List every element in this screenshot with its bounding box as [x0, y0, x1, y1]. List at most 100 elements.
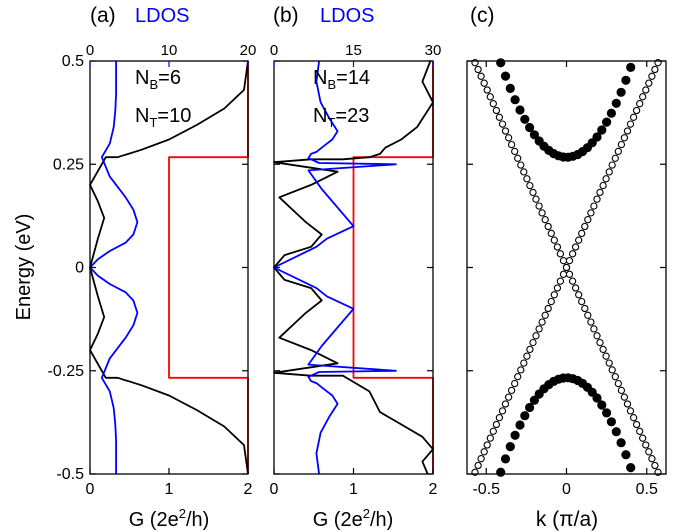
surface-state-point: [626, 120, 635, 128]
surface-state-point: [501, 127, 510, 135]
surface-state-point: [581, 304, 589, 313]
surface-state-point: [575, 291, 583, 299]
y-tick-label: -0.25: [48, 363, 85, 380]
surface-state-point: [623, 127, 632, 135]
surface-state-point: [474, 65, 482, 74]
bulk-band-point: [525, 402, 535, 413]
surface-state-point: [629, 414, 638, 422]
surface-state-point: [511, 147, 519, 156]
surface-state-point: [517, 161, 525, 169]
surface-state-point: [520, 168, 528, 176]
surface-state-point: [593, 195, 601, 203]
surface-state-point: [541, 311, 549, 319]
top-tick-label-a: 0: [86, 42, 94, 59]
bulk-band-point: [616, 87, 626, 97]
surface-state-point: [507, 140, 516, 149]
surface-state-point: [602, 352, 610, 360]
x-tick-label-a: 0: [86, 481, 95, 498]
surface-state-point: [556, 250, 565, 258]
top-tick-label-b: 0: [270, 42, 278, 59]
ticks-b: 0 1 2 0 15 30: [270, 42, 442, 498]
x-tick-label-a: 1: [165, 481, 174, 498]
surface-state-point: [511, 379, 519, 388]
ldos-total-line-b: [273, 60, 434, 475]
x-tick-label-b: 0: [270, 481, 279, 498]
surface-state-point: [593, 332, 601, 340]
bulk-band-point: [520, 411, 530, 421]
surface-state-point: [648, 72, 656, 80]
bulk-band-point: [611, 427, 621, 437]
bulk-band-point: [592, 132, 602, 142]
annot-nt-b: NT=23: [313, 105, 369, 130]
surface-state-point: [526, 181, 534, 190]
surface-state-point: [626, 407, 635, 415]
surface-state-point: [474, 461, 482, 470]
surface-state-point: [523, 175, 531, 183]
surface-state-point: [636, 427, 644, 435]
surface-state-point: [599, 181, 607, 190]
surface-state-point: [605, 168, 613, 176]
bulk-band-point: [510, 430, 520, 440]
surface-state-point: [538, 209, 546, 217]
x-tick-label-b: 1: [349, 481, 358, 498]
surface-state-point: [486, 434, 494, 442]
surface-state-point: [550, 236, 558, 244]
surface-state-point: [492, 106, 501, 115]
bulk-band-point: [496, 58, 506, 68]
surface-state-point: [495, 113, 504, 121]
surface-state-point: [529, 188, 537, 197]
surface-state-point: [544, 304, 552, 313]
ticks-c: -0.5 0 0.5: [467, 60, 666, 498]
x-tick-label-c: -0.5: [472, 481, 500, 498]
surface-state-point: [517, 366, 525, 374]
surface-state-point: [642, 86, 650, 94]
surface-state-point: [562, 263, 571, 272]
surface-state-point: [642, 441, 650, 449]
surface-state-point: [629, 113, 638, 121]
surface-state-point: [617, 140, 626, 149]
y-tick-label: -0.5: [56, 466, 84, 483]
surface-state-point: [578, 297, 586, 306]
surface-state-point: [486, 93, 494, 101]
surface-state-point: [532, 195, 540, 203]
surface-state-point: [651, 65, 659, 74]
surface-state-point: [535, 202, 543, 210]
panel-a: (a) LDOS NB=6 NT=10 0 1 20 10 20: [86, 4, 257, 498]
surface-state-point: [477, 455, 485, 463]
surface-state-point: [608, 161, 616, 169]
x-axis-label-c: k (π/a): [536, 508, 598, 531]
surface-state-point: [584, 216, 592, 224]
surface-state-point: [608, 366, 616, 374]
bulk-band-point: [611, 98, 621, 108]
y-tick-label: 0: [75, 260, 84, 277]
surface-state-point: [571, 243, 580, 251]
bulk-band-point: [592, 393, 602, 403]
bulk-band-point: [500, 454, 511, 464]
surface-state-point: [581, 222, 589, 231]
x-tick-label-a: 2: [244, 481, 253, 498]
surface-state-point: [550, 291, 558, 299]
plot-area-c: [471, 58, 662, 477]
surface-state-point: [568, 250, 577, 258]
bulk-band-point: [606, 417, 617, 427]
surface-state-point: [632, 420, 641, 429]
surface-state-point: [620, 393, 629, 401]
surface-state-point: [504, 134, 513, 142]
surface-state-point: [611, 154, 619, 162]
bulk-band-point: [621, 75, 631, 85]
surface-state-point: [645, 79, 653, 87]
surface-state-point: [611, 373, 619, 381]
bulk-band-point: [597, 400, 607, 410]
surface-state-point: [532, 332, 540, 340]
bulk-band-point: [616, 438, 626, 448]
surface-state-point: [632, 106, 641, 115]
bulk-band-point: [602, 408, 612, 418]
top-tick-label-a: 20: [240, 42, 257, 59]
bulk-band-point: [626, 62, 636, 72]
surface-state-point: [547, 297, 555, 306]
surface-state-point: [489, 100, 497, 108]
panel-b: (b) LDOS NB=14 NT=23 0 1 2 0 15 30: [270, 4, 442, 498]
y-tick-labels: 0.5 0.25 0 -0.25 -0.5: [48, 53, 85, 483]
ldos-bulk-line-a: [89, 61, 139, 474]
